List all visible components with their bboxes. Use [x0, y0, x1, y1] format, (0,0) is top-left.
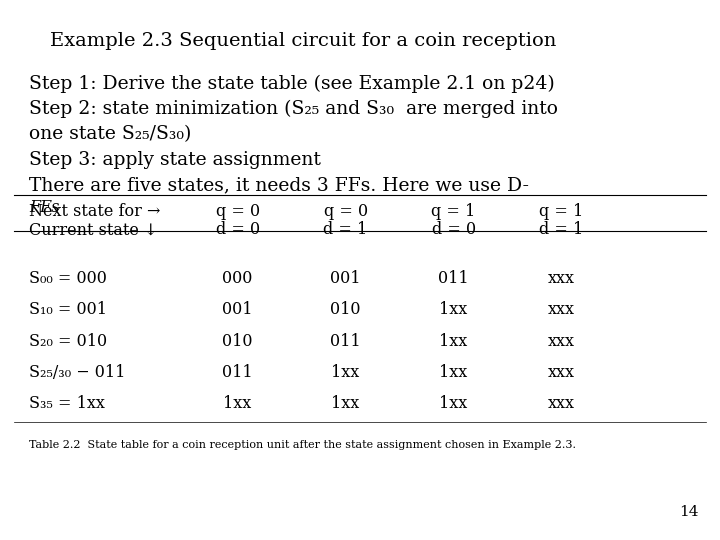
Text: 1xx: 1xx	[439, 333, 468, 349]
Text: one state S₂₅/S₃₀): one state S₂₅/S₃₀)	[29, 125, 192, 143]
Text: xxx: xxx	[548, 395, 575, 412]
Text: d = 0: d = 0	[431, 221, 476, 238]
Text: 011: 011	[222, 364, 253, 381]
Text: xxx: xxx	[548, 270, 575, 287]
Text: Current state ↓: Current state ↓	[29, 221, 157, 238]
Text: 14: 14	[679, 505, 698, 519]
Text: There are five states, it needs 3 FFs. Here we use D-: There are five states, it needs 3 FFs. H…	[29, 176, 528, 194]
Text: Table 2.2  State table for a coin reception unit after the state assignment chos: Table 2.2 State table for a coin recepti…	[29, 440, 576, 450]
Text: 000: 000	[222, 270, 253, 287]
Text: q = 1: q = 1	[431, 202, 476, 219]
Text: 011: 011	[438, 270, 469, 287]
Text: 1xx: 1xx	[439, 364, 468, 381]
Text: d = 0: d = 0	[215, 221, 260, 238]
Text: xxx: xxx	[548, 364, 575, 381]
Text: 001: 001	[222, 301, 253, 318]
Text: 1xx: 1xx	[439, 395, 468, 412]
Text: S₂₀ = 010: S₂₀ = 010	[29, 333, 107, 349]
Text: FFs: FFs	[29, 199, 59, 215]
Text: d = 1: d = 1	[539, 221, 584, 238]
Text: xxx: xxx	[548, 301, 575, 318]
Text: 010: 010	[222, 333, 253, 349]
Text: q = 1: q = 1	[539, 202, 584, 219]
Text: S₃₅ = 1xx: S₃₅ = 1xx	[29, 395, 104, 412]
Text: q = 0: q = 0	[323, 202, 368, 219]
Text: d = 1: d = 1	[323, 221, 368, 238]
Text: S₂₅/₃₀ − 011: S₂₅/₃₀ − 011	[29, 364, 125, 381]
Text: q = 0: q = 0	[215, 202, 260, 219]
Text: Step 3: apply state assignment: Step 3: apply state assignment	[29, 151, 320, 168]
Text: 1xx: 1xx	[331, 364, 360, 381]
Text: Example 2.3 Sequential circuit for a coin reception: Example 2.3 Sequential circuit for a coi…	[50, 32, 557, 50]
Text: Step 1: Derive the state table (see Example 2.1 on p24): Step 1: Derive the state table (see Exam…	[29, 75, 554, 93]
Text: S₁₀ = 001: S₁₀ = 001	[29, 301, 107, 318]
Text: Next state for →: Next state for →	[29, 202, 160, 219]
Text: 011: 011	[330, 333, 361, 349]
Text: 001: 001	[330, 270, 361, 287]
Text: 1xx: 1xx	[439, 301, 468, 318]
Text: S₀₀ = 000: S₀₀ = 000	[29, 270, 107, 287]
Text: xxx: xxx	[548, 333, 575, 349]
Text: Step 2: state minimization (S₂₅ and S₃₀  are merged into: Step 2: state minimization (S₂₅ and S₃₀ …	[29, 100, 558, 118]
Text: 010: 010	[330, 301, 361, 318]
Text: 1xx: 1xx	[331, 395, 360, 412]
Text: 1xx: 1xx	[223, 395, 252, 412]
